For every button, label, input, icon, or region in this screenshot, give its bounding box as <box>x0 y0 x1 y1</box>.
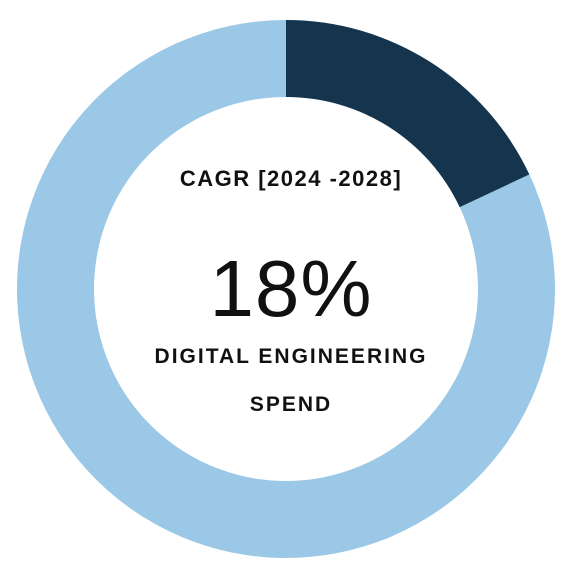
metric-label-line1: DIGITAL ENGINEERING <box>154 345 428 368</box>
percentage-value: 18% <box>209 244 373 333</box>
cagr-header: CAGR [2024 -2028] <box>179 166 403 191</box>
donut-slice-highlight <box>286 20 530 208</box>
metric-label-line2: SPEND <box>249 393 333 416</box>
